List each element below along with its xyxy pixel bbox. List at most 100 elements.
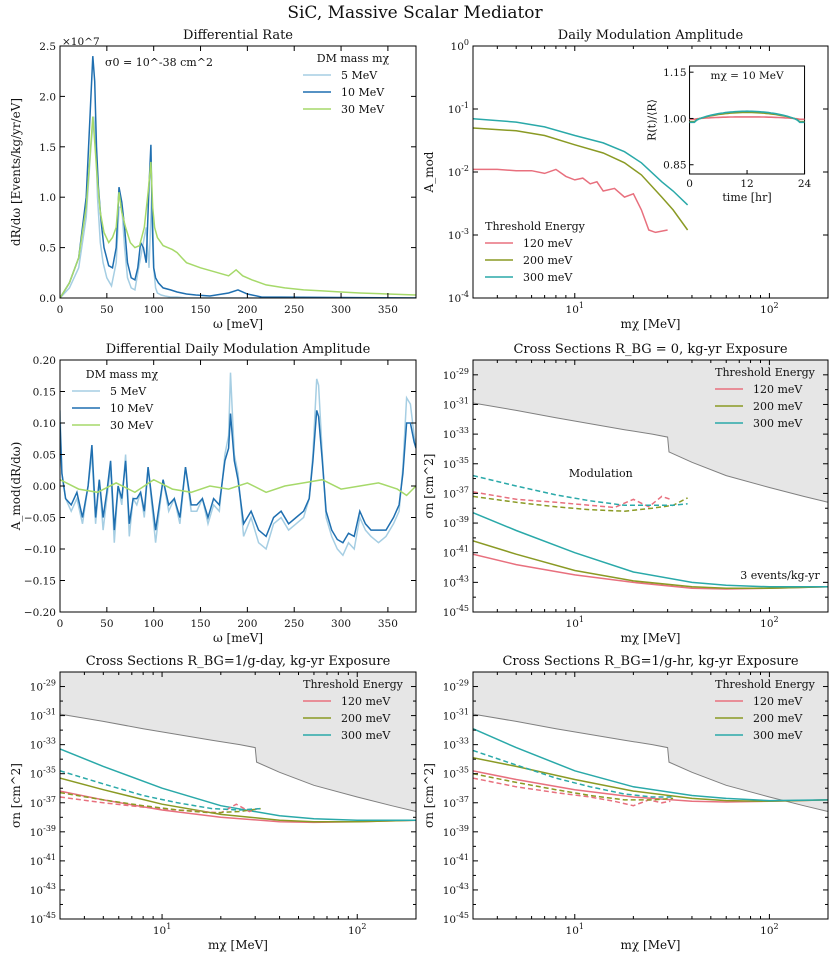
y-tick-label: 10-45 <box>30 911 56 926</box>
series-line-3 <box>60 796 259 814</box>
legend-label: 120 meV <box>753 383 803 396</box>
y-tick-label: 10-33 <box>30 737 56 752</box>
y-tick-label: 0.0 <box>39 293 56 305</box>
x-axis-label: mχ [MeV] <box>208 938 268 952</box>
y-tick-label: 0.10 <box>33 418 56 430</box>
series-line-1 <box>473 756 828 803</box>
legend: DM mass mχ 5 MeV 10 MeV 30 MeV <box>72 368 159 432</box>
x-tick-label: 50 <box>100 304 113 316</box>
y-tick-label: 10-39 <box>30 824 56 839</box>
legend-label: 10 MeV <box>110 402 154 415</box>
legend: Threshold Energy 120 meV 200 meV 300 meV <box>715 366 816 430</box>
x-tick-label: 101 <box>566 922 584 937</box>
y-tick-label: 0.20 <box>33 355 56 367</box>
legend: DM mass mχ 5 MeV 10 MeV 30 MeV <box>303 52 390 116</box>
chart-title: Differential Rate <box>183 28 293 43</box>
y-tick-label: 100 <box>451 38 469 53</box>
series-line-1 <box>60 56 416 298</box>
series-line-1 <box>473 127 689 231</box>
inset-frame <box>689 65 806 175</box>
y-scale-label: ×10^7 <box>62 36 100 48</box>
x-tick-label: 102 <box>760 301 778 316</box>
inset: 0 12 24 0.85 1.00 1.15 time [hr] R(t)/⟨R⟩ mχ = 1… <box>646 65 812 204</box>
y-tick-label: 10-29 <box>443 367 469 382</box>
y-tick-label: 10-43 <box>30 882 56 897</box>
inset-x-tick-label: 0 <box>686 178 693 190</box>
x-tick-label: 0 <box>57 304 64 316</box>
legend-label: 5 MeV <box>341 69 378 82</box>
x-tick-label: 102 <box>760 615 778 630</box>
series-line-2 <box>60 116 416 298</box>
x-tick-label: 300 <box>331 618 351 630</box>
y-axis-label: dR/dω [Events/kg/yr/eV] <box>9 98 23 246</box>
x-tick-label: 350 <box>378 304 398 316</box>
figure-title: SiC, Massive Scalar Mediator <box>287 3 543 23</box>
y-tick-label: 10-37 <box>30 795 56 810</box>
chart-p2: 101 102 10-4 10-3 10-2 10-1 100 Daily Modulatio… <box>422 28 829 331</box>
inset-x-tick-label: 24 <box>798 178 812 190</box>
legend-label: 300 meV <box>753 729 803 742</box>
series-line-2 <box>473 728 828 802</box>
y-axis-label: A_mod <box>422 151 436 193</box>
y-tick-label: 10-45 <box>443 604 469 619</box>
inset-x-label: time [hr] <box>722 191 771 204</box>
x-tick-label: 350 <box>378 618 398 630</box>
x-tick-label: 250 <box>284 304 304 316</box>
excluded-region <box>473 360 828 503</box>
series-line-1 <box>60 410 416 544</box>
inset-label: mχ = 10 MeV <box>711 70 784 82</box>
inset-y-tick-label: 1.00 <box>663 113 686 125</box>
legend-label: 30 MeV <box>341 103 385 116</box>
y-tick-label: 10-41 <box>30 853 56 868</box>
legend-title: DM mass mχ <box>86 368 159 381</box>
y-tick-label: 10-35 <box>443 456 469 471</box>
y-tick-label: 10-43 <box>443 882 469 897</box>
y-axis-label: σn [cm^2] <box>9 763 23 828</box>
inset-series-2 <box>689 110 805 124</box>
legend-label: 120 meV <box>341 695 391 708</box>
legend-label: 120 meV <box>753 695 803 708</box>
x-tick-label: 101 <box>566 301 584 316</box>
series-line-0 <box>60 372 416 557</box>
x-tick-label: 150 <box>191 618 211 630</box>
y-tick-label: 0.15 <box>33 387 56 399</box>
y-tick-label: 10-31 <box>443 708 469 723</box>
x-tick-label: 50 <box>100 618 113 630</box>
legend-label: 300 meV <box>753 417 803 430</box>
y-axis-label: A_mod(dR/dω) <box>9 442 23 532</box>
legend-label: 300 meV <box>523 271 573 284</box>
inset-x-tick-label: 12 <box>740 178 753 190</box>
legend-title: DM mass mχ <box>317 52 390 65</box>
y-tick-label: 1.0 <box>39 192 56 204</box>
x-axis-label: ω [meV] <box>213 317 263 331</box>
y-tick-label: −0.20 <box>24 607 56 619</box>
chart-title: Cross Sections R_BG=1/g-day, kg-yr Expos… <box>86 654 391 669</box>
legend-title: Threshold Energy <box>485 220 586 233</box>
legend-title: Threshold Energy <box>715 366 816 379</box>
y-tick-label: 10-35 <box>30 766 56 781</box>
x-tick-label: 250 <box>284 618 304 630</box>
y-tick-label: 1.5 <box>39 142 56 154</box>
y-tick-label: 2.5 <box>39 41 56 53</box>
axes-frame <box>472 359 829 613</box>
series-line-1 <box>473 540 828 590</box>
x-tick-label: 101 <box>566 615 584 630</box>
chart-p3: 0 50 100 150 200 250 300 350 −0.20 −0.15 −0.10 −0.0… <box>9 342 417 645</box>
y-tick-label: 10-35 <box>443 766 469 781</box>
y-axis-label: σn [cm^2] <box>422 454 436 519</box>
legend-label: 120 meV <box>523 237 573 250</box>
legend-label: 300 meV <box>341 729 391 742</box>
series-line-3 <box>473 491 671 509</box>
y-tick-label: 10-39 <box>443 515 469 530</box>
y-tick-label: 10-45 <box>443 911 469 926</box>
chart-title: Cross Sections R_BG = 0, kg-yr Exposure <box>513 342 787 357</box>
y-tick-label: 10-4 <box>448 290 469 305</box>
legend-label: 5 MeV <box>110 385 147 398</box>
chart-title: Differential Daily Modulation Amplitude <box>106 342 371 357</box>
x-tick-label: 150 <box>191 304 211 316</box>
annotation-3events: 3 events/kg-yr <box>740 569 820 582</box>
chart-title: Cross Sections R_BG=1/g-hr, kg-yr Exposu… <box>502 654 798 669</box>
chart-p6: 101 102 10-45 10-43 10-41 10-39 10-37 10-35 10-3… <box>422 654 829 952</box>
boundary-line <box>60 713 416 812</box>
